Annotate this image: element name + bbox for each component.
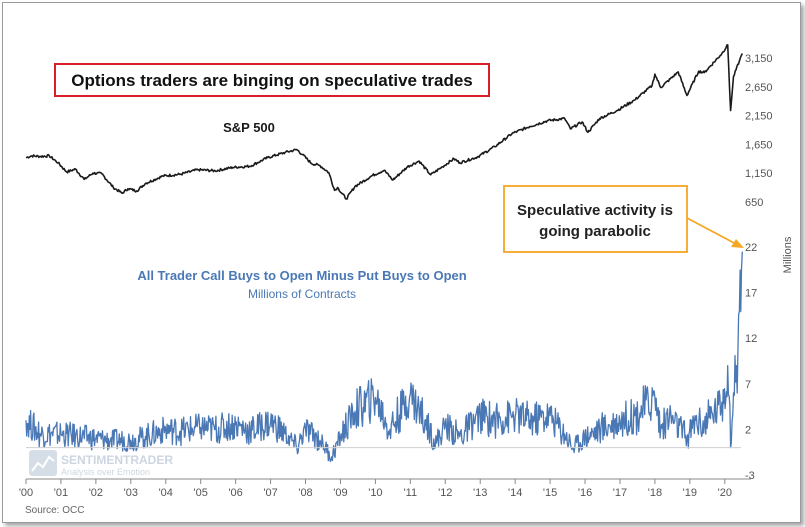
chart-title: Options traders are binging on speculati… xyxy=(71,71,472,90)
flow-y-tick: 7 xyxy=(745,379,751,391)
flow-series-subtitle: Millions of Contracts xyxy=(248,287,356,301)
flow-y-tick: 12 xyxy=(745,333,757,345)
sp500-y-tick: 2,150 xyxy=(745,111,773,123)
sp500-y-tick: 1,650 xyxy=(745,139,773,151)
x-tick-label: '00 xyxy=(19,487,33,499)
callout-arrow-line xyxy=(686,217,737,245)
watermark-chart-icon xyxy=(31,455,55,472)
x-tick-label: '10 xyxy=(368,487,382,499)
x-tick-label: '16 xyxy=(578,487,592,499)
x-tick-label: '20 xyxy=(718,487,732,499)
x-tick-label: '13 xyxy=(473,487,487,499)
flow-series-label: All Trader Call Buys to Open Minus Put B… xyxy=(137,268,466,283)
watermark-tagline: Analysis over Emotion xyxy=(61,467,150,477)
callout-line-1: Speculative activity is xyxy=(517,202,673,219)
flow-y-axis: 22 17 12 7 2 -3 xyxy=(26,242,757,482)
x-tick-label: '18 xyxy=(648,487,662,499)
sp500-y-tick: 3,150 xyxy=(745,53,773,65)
title-box xyxy=(54,63,490,97)
sp500-y-tick: 1,150 xyxy=(745,168,773,180)
callout-arrow-head xyxy=(731,239,744,248)
x-tick-label: '09 xyxy=(333,487,347,499)
sp500-y-tick: 2,650 xyxy=(745,82,773,94)
flow-y-tick: 2 xyxy=(745,424,751,436)
x-tick-label: '19 xyxy=(683,487,697,499)
x-tick-label: '17 xyxy=(613,487,627,499)
watermark: SENTIMENTRADER Analysis over Emotion xyxy=(29,450,173,477)
x-tick-label: '05 xyxy=(194,487,208,499)
x-tick-label: '02 xyxy=(89,487,103,499)
flow-series xyxy=(25,251,743,463)
x-axis: '00 '01 '02 '03 '04 '05 '06 '07 '08 '09 '10 '11 '12 '… xyxy=(19,478,751,499)
x-tick-label: '08 xyxy=(298,487,312,499)
sp500-y-axis: 3,150 2,650 2,150 1,650 1,150 650 xyxy=(745,53,773,209)
callout-line-2: going parabolic xyxy=(539,223,651,240)
x-tick-label: '07 xyxy=(263,487,277,499)
sp500-line xyxy=(25,44,744,200)
watermark-brand: SENTIMENTRADER xyxy=(61,453,173,467)
chart-svg: Options traders are binging on speculati… xyxy=(19,44,794,516)
x-tick-label: '15 xyxy=(543,487,557,499)
x-tick-label: '03 xyxy=(124,487,138,499)
watermark-logo-icon xyxy=(29,450,57,476)
x-tick-label: '14 xyxy=(508,487,522,499)
sp500-label: S&P 500 xyxy=(223,120,275,135)
x-tick-label: '01 xyxy=(54,487,68,499)
sp500-series xyxy=(25,44,744,200)
callout-box xyxy=(503,185,688,253)
x-tick-label: '12 xyxy=(438,487,452,499)
flow-y-tick: 17 xyxy=(745,288,757,300)
flow-line xyxy=(25,251,743,463)
x-tick-label: '04 xyxy=(159,487,173,499)
source-note: Source: OCC xyxy=(25,505,84,516)
flow-y-tick: 22 xyxy=(745,242,757,254)
sp500-y-tick: 650 xyxy=(745,197,763,209)
x-tick-label: '06 xyxy=(228,487,242,499)
flow-y-tick: -3 xyxy=(745,470,755,482)
unit-label: Millions xyxy=(782,236,794,273)
x-tick-label: '11 xyxy=(404,487,418,499)
